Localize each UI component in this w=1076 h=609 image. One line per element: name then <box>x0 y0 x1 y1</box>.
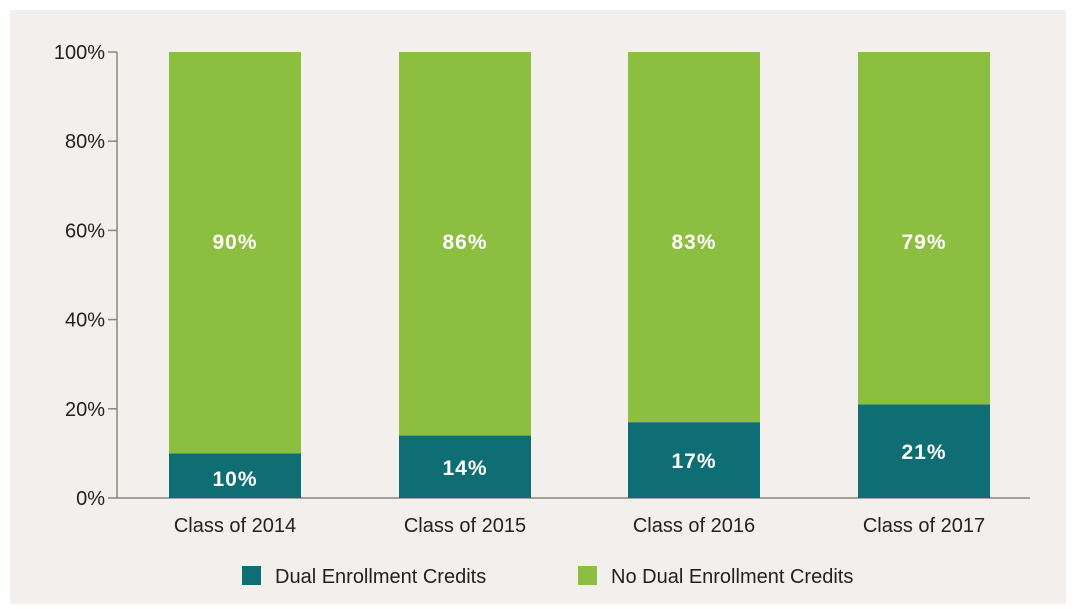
bar-data-label: 79% <box>901 231 946 254</box>
bar-segment-no-dual-enrollment <box>169 52 301 454</box>
bar-data-label: 14% <box>442 457 487 480</box>
bar-data-label: 17% <box>671 450 716 473</box>
bar-segment-no-dual-enrollment <box>399 52 531 436</box>
y-tick-label: 80% <box>65 131 105 153</box>
bar-data-label: 90% <box>212 231 257 254</box>
y-tick-label: 60% <box>65 220 105 242</box>
legend-swatch <box>242 566 261 585</box>
y-tick-label: 20% <box>65 399 105 421</box>
bar-segment-dual-enrollment <box>169 453 301 498</box>
bar-data-label: 10% <box>212 468 257 491</box>
bar-data-label: 86% <box>442 231 487 254</box>
y-tick-label: 0% <box>76 488 105 510</box>
y-axis: 0% 20% 40% 60% 80% 100% <box>54 42 118 510</box>
bars: 10% 90% 14% 86% 17% 83% 21% 79% <box>169 52 990 498</box>
legend: Dual Enrollment Credits No Dual Enrollmen… <box>242 566 853 588</box>
bar-segment-no-dual-enrollment <box>628 52 760 423</box>
bar-segment-no-dual-enrollment <box>858 52 990 405</box>
y-tick-label: 100% <box>54 42 105 64</box>
bar-data-label: 83% <box>671 231 716 254</box>
x-tick-label: Class of 2015 <box>404 515 526 537</box>
bar-data-label: 21% <box>901 441 946 464</box>
x-tick-label: Class of 2016 <box>633 515 755 537</box>
x-tick-label: Class of 2014 <box>174 515 296 537</box>
bar-segment-dual-enrollment <box>858 404 990 498</box>
bar-segment-dual-enrollment <box>399 435 531 498</box>
x-tick-label: Class of 2017 <box>863 515 985 537</box>
legend-label: No Dual Enrollment Credits <box>611 566 853 588</box>
legend-swatch <box>578 566 597 585</box>
y-tick-label: 40% <box>65 310 105 332</box>
legend-label: Dual Enrollment Credits <box>275 566 486 588</box>
bar-segment-dual-enrollment <box>628 422 760 498</box>
